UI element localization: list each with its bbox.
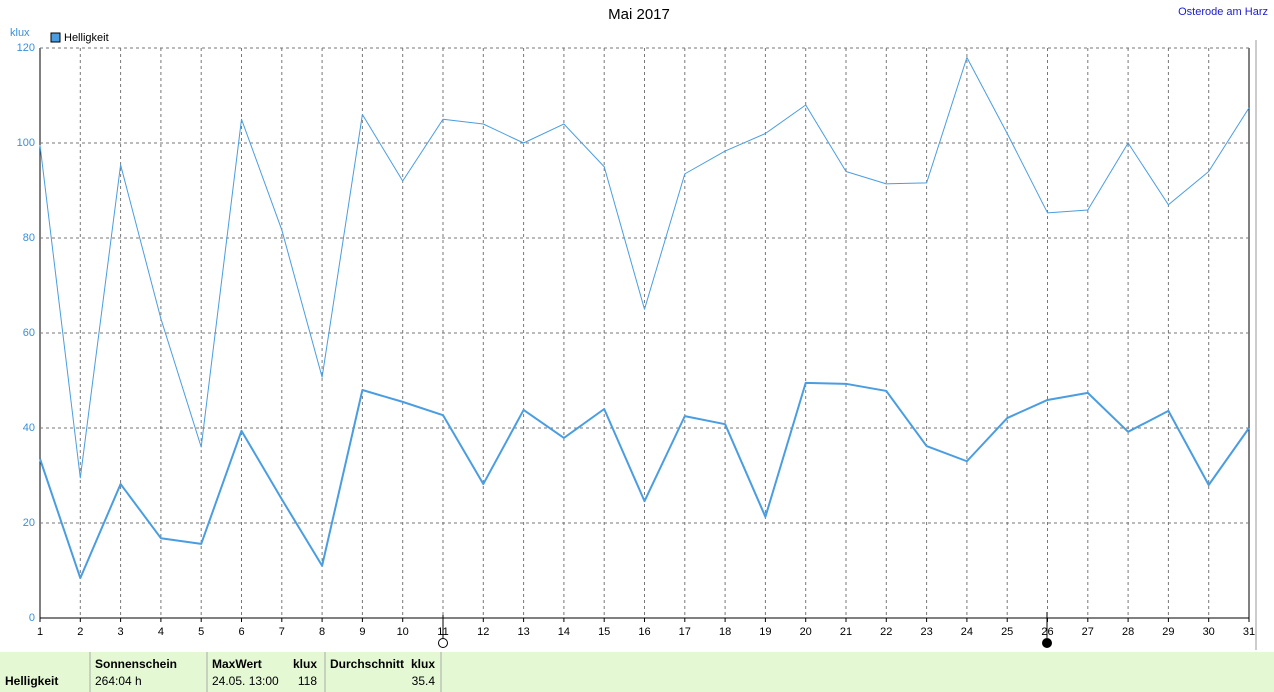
x-tick-label: 1 (37, 626, 43, 638)
avg-unit: klux (411, 657, 435, 671)
x-tick-label: 14 (558, 626, 570, 638)
x-tick-label: 8 (319, 626, 325, 638)
x-tick-label: 18 (719, 626, 731, 638)
footer-panel (0, 652, 1274, 692)
x-tick-label: 15 (598, 626, 610, 638)
y-tick-label: 40 (23, 422, 35, 434)
moon-icon (438, 638, 448, 648)
x-tick-label: 26 (1041, 626, 1053, 638)
y-tick-label: 0 (29, 612, 35, 624)
x-tick-label: 21 (840, 626, 852, 638)
max-value: 118 (298, 674, 317, 688)
x-tick-label: 28 (1122, 626, 1134, 638)
y-tick-label: 100 (17, 137, 35, 149)
x-tick-label: 24 (961, 626, 973, 638)
x-tick-label: 6 (238, 626, 244, 638)
y-axis-label: klux (10, 27, 30, 39)
x-tick-label: 4 (158, 626, 164, 638)
legend-swatch (50, 32, 61, 43)
x-tick-label: 27 (1082, 626, 1094, 638)
max-label: MaxWert (212, 657, 262, 671)
x-tick-label: 17 (679, 626, 691, 638)
avg-label: Durchschnitt (330, 657, 404, 671)
location: Osterode am Harz (1178, 6, 1268, 18)
x-tick-label: 2 (77, 626, 83, 638)
y-tick-label: 80 (23, 232, 35, 244)
row-label: Helligkeit (5, 674, 58, 688)
x-tick-label: 13 (517, 626, 529, 638)
x-tick-label: 29 (1162, 626, 1174, 638)
x-tick-label: 9 (359, 626, 365, 638)
y-tick-label: 120 (17, 42, 35, 54)
x-tick-label: 3 (118, 626, 124, 638)
x-tick-label: 31 (1243, 626, 1255, 638)
sun-label: Sonnenschein (95, 657, 177, 671)
sun-value: 264:04 h (95, 674, 142, 688)
x-tick-label: 12 (477, 626, 489, 638)
avg-value: 35.4 (412, 674, 436, 688)
x-tick-label: 11 (437, 626, 448, 638)
max-unit: klux (293, 657, 317, 671)
y-tick-label: 60 (23, 327, 35, 339)
x-tick-label: 20 (800, 626, 812, 638)
x-tick-label: 16 (638, 626, 650, 638)
x-tick-label: 30 (1203, 626, 1215, 638)
x-tick-label: 22 (880, 626, 892, 638)
max-date: 24.05. 13:00 (212, 674, 279, 688)
data-line (39, 57, 1250, 479)
y-tick-label: 20 (23, 517, 35, 529)
data-line (39, 381, 1250, 580)
chart-title: Mai 2017 (608, 6, 670, 23)
x-tick-label: 23 (920, 626, 932, 638)
legend-label: Helligkeit (64, 32, 109, 44)
x-tick-label: 10 (397, 626, 409, 638)
x-tick-label: 25 (1001, 626, 1013, 638)
moon-icon (1042, 638, 1052, 648)
x-tick-label: 19 (759, 626, 771, 638)
x-tick-label: 5 (198, 626, 204, 638)
x-tick-label: 7 (279, 626, 285, 638)
